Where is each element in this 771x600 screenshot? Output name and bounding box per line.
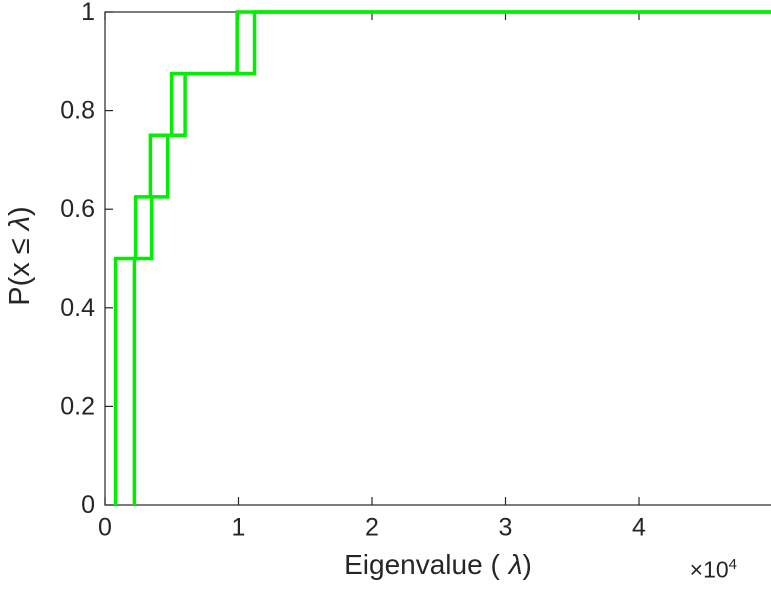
x-tick-label: 4 — [632, 514, 646, 542]
lambda-symbol: λ — [508, 549, 523, 580]
y-tick-label: 0.8 — [60, 97, 95, 125]
y-axis-label: P(x ≤ λ) — [4, 76, 40, 436]
y-tick-label: 0.6 — [60, 195, 95, 223]
x-tick-label: 3 — [499, 514, 513, 542]
y-tick-label: 0.2 — [60, 392, 95, 420]
x-tick-label: 1 — [232, 514, 246, 542]
x-tick-label: 0 — [98, 514, 112, 542]
ecdf-curve-2 — [132, 10, 771, 505]
x-axis-exponent-multiplier: ×104 — [690, 556, 737, 584]
y-tick-label: 0 — [81, 491, 95, 519]
multiplier-exponent: 4 — [728, 556, 737, 573]
y-tick-label: 1 — [81, 0, 95, 26]
y-axis-label-text: P(x ≤ — [4, 230, 36, 306]
x-axis-label: Eigenvalue ( λ) — [105, 549, 771, 581]
x-axis-label-close: ) — [522, 549, 532, 580]
lambda-symbol: λ — [4, 215, 36, 231]
ecdf-curve-1 — [113, 10, 771, 505]
x-tick-label: 2 — [365, 514, 379, 542]
y-axis-label-close: ) — [4, 206, 36, 216]
multiplier-base: ×10 — [689, 556, 729, 583]
x-axis-label-text: Eigenvalue ( — [344, 549, 500, 580]
axes-box — [104, 11, 771, 506]
y-tick-label: 0.4 — [60, 294, 95, 322]
